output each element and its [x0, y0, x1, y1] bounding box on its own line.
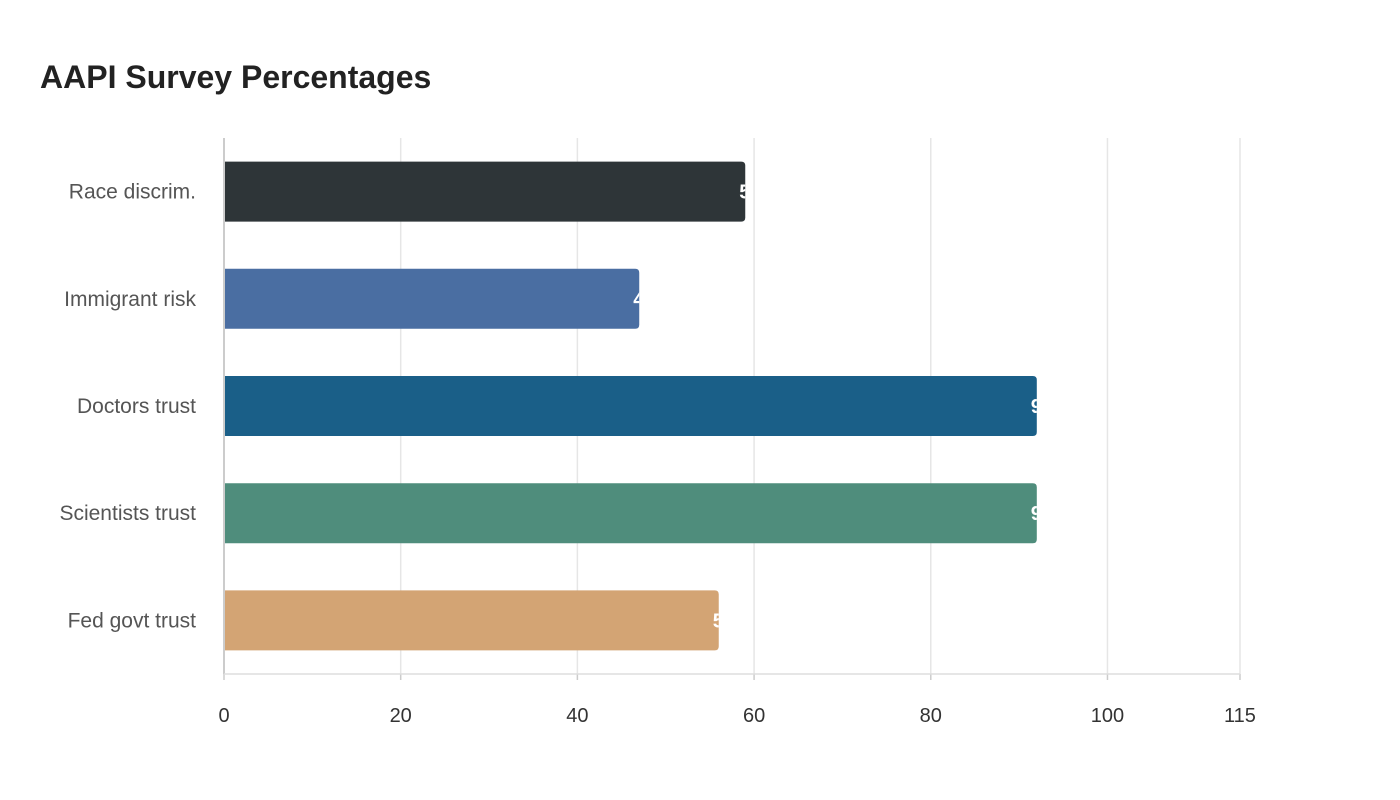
x-tick-label: 40	[566, 705, 588, 727]
bar	[224, 161, 746, 222]
data-label: 59	[739, 182, 761, 204]
bars	[224, 161, 1037, 651]
x-tick-label: 60	[743, 705, 765, 727]
x-tick-label: 100	[1091, 705, 1124, 727]
chart-title: AAPI Survey Percentages	[40, 59, 432, 95]
category-label: Doctors trust	[77, 395, 196, 418]
category-label: Scientists trust	[59, 502, 196, 525]
x-tick-label: 115	[1224, 705, 1256, 727]
data-label: 92	[1031, 396, 1053, 418]
bar	[224, 268, 640, 329]
labels: 0 20 40 60 80 100 115 Race discrim. 59 Immigrant …	[59, 181, 1255, 727]
bar	[224, 376, 1037, 436]
x-tick-label: 0	[218, 705, 229, 727]
data-label: 56	[713, 610, 735, 632]
data-label: 92	[1031, 503, 1053, 525]
category-label: Race discrim.	[69, 181, 196, 204]
x-tick-label: 20	[390, 705, 412, 727]
bar	[224, 590, 719, 651]
category-label: Immigrant risk	[64, 288, 196, 311]
x-tick-label: 80	[920, 705, 942, 727]
bar	[224, 483, 1037, 544]
data-label: 47	[633, 289, 655, 311]
axes	[223, 138, 1241, 680]
category-label: Fed govt trust	[68, 609, 197, 632]
